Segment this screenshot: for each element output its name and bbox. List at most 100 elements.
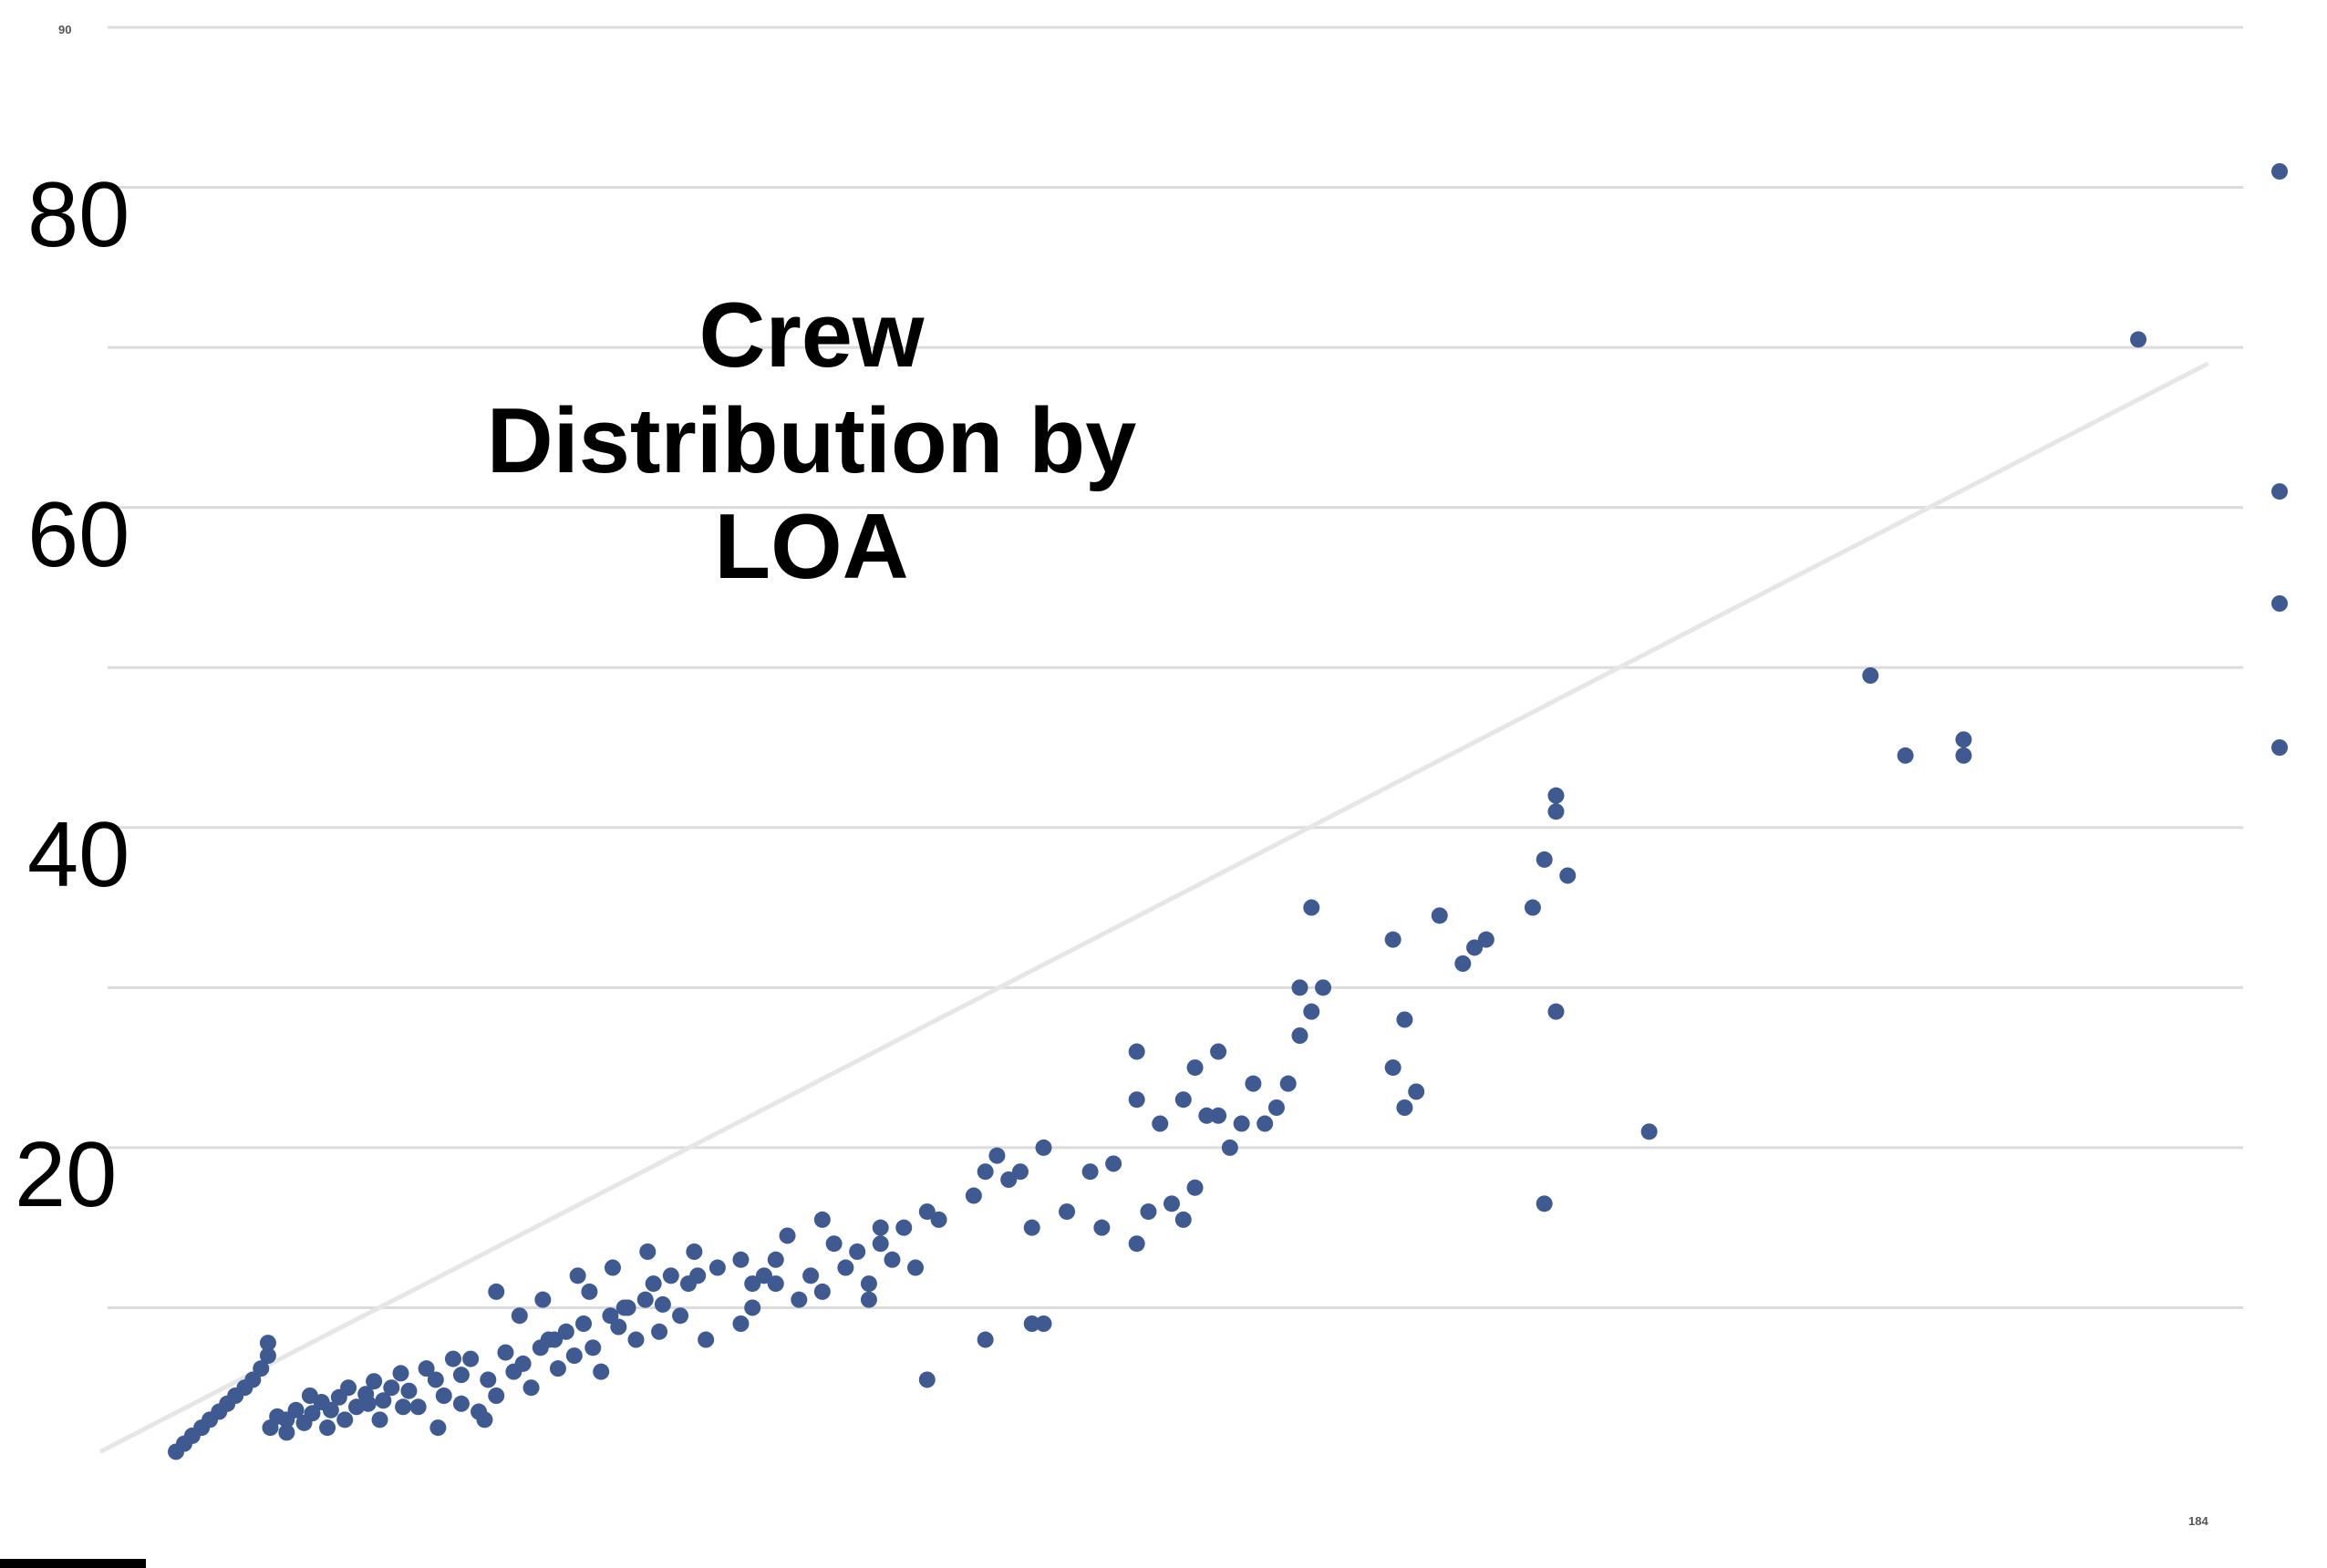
chart-title-line-2: Distribution by <box>486 390 1137 493</box>
data-point <box>1303 1003 1320 1020</box>
data-point <box>1105 1155 1122 1172</box>
data-point <box>802 1267 820 1284</box>
data-point <box>488 1283 505 1300</box>
data-point <box>662 1267 679 1284</box>
data-point <box>977 1163 994 1181</box>
data-point <box>534 1291 552 1308</box>
data-point <box>1174 1091 1192 1109</box>
data-point <box>278 1424 295 1441</box>
data-point <box>686 1243 703 1260</box>
x-axis-end-label: 184 <box>2188 1514 2208 1528</box>
data-point <box>744 1275 761 1293</box>
data-point <box>304 1405 321 1422</box>
data-point <box>429 1419 447 1437</box>
data-point <box>627 1331 645 1348</box>
data-point <box>1023 1219 1040 1236</box>
data-point <box>1303 899 1320 916</box>
data-point <box>767 1275 784 1293</box>
data-point <box>375 1392 392 1409</box>
data-point <box>371 1411 388 1429</box>
data-point <box>366 1373 383 1390</box>
data-point <box>435 1387 452 1404</box>
data-point <box>1128 1091 1145 1109</box>
data-point <box>395 1398 412 1416</box>
data-point <box>654 1295 671 1313</box>
data-point <box>1245 1075 1262 1092</box>
data-point <box>860 1275 877 1293</box>
data-point <box>383 1379 400 1397</box>
data-point <box>1011 1163 1029 1181</box>
data-point <box>988 1147 1006 1164</box>
data-point <box>860 1291 877 1308</box>
data-point <box>1547 1003 1565 1020</box>
data-point <box>511 1307 528 1325</box>
data-point <box>930 1211 947 1228</box>
data-point <box>872 1219 889 1236</box>
data-point <box>1267 1099 1285 1116</box>
data-point <box>1547 787 1565 804</box>
y-axis-top-label: 90 <box>58 23 72 36</box>
data-point <box>1291 979 1308 996</box>
data-point <box>779 1227 796 1244</box>
trend-line <box>98 361 2209 1454</box>
data-point <box>418 1360 435 1377</box>
data-point <box>1454 955 1472 972</box>
y-tick-label-80: 80 <box>27 163 130 266</box>
data-point <box>615 1299 633 1316</box>
data-point <box>791 1291 808 1308</box>
data-point <box>549 1360 566 1377</box>
y-tick-label-40: 40 <box>27 803 130 906</box>
data-point <box>1536 851 1553 868</box>
chart-title-line-3: LOA <box>714 496 909 599</box>
data-point <box>569 1267 586 1284</box>
data-point <box>698 1331 715 1348</box>
data-point <box>1257 1115 1274 1132</box>
data-point <box>253 1360 270 1377</box>
data-point <box>1536 1195 1553 1212</box>
data-point <box>2271 483 2288 500</box>
data-point <box>1955 747 1972 764</box>
data-point <box>918 1203 936 1221</box>
data-point <box>480 1371 497 1388</box>
data-point <box>965 1187 982 1204</box>
data-point <box>259 1347 276 1365</box>
data-point <box>1291 1027 1308 1044</box>
data-point <box>732 1251 750 1268</box>
data-point <box>1955 731 1972 748</box>
data-point <box>392 1365 409 1382</box>
data-point <box>1862 667 1879 684</box>
data-point <box>301 1387 318 1404</box>
data-point <box>1081 1163 1099 1181</box>
data-point <box>565 1347 583 1365</box>
data-point <box>1279 1075 1297 1092</box>
data-point <box>1210 1107 1227 1124</box>
data-point <box>400 1382 418 1399</box>
data-point <box>1396 1011 1413 1028</box>
data-point <box>1140 1203 1157 1221</box>
data-point <box>884 1251 901 1268</box>
data-point <box>2130 331 2147 348</box>
data-point <box>813 1283 831 1300</box>
data-point <box>604 1259 621 1276</box>
data-point <box>1384 931 1401 948</box>
data-point <box>907 1259 925 1276</box>
data-point <box>1396 1099 1413 1116</box>
data-point <box>849 1243 866 1260</box>
data-point <box>546 1331 564 1348</box>
data-point <box>497 1344 514 1361</box>
data-point <box>918 1371 936 1388</box>
data-point <box>825 1235 843 1253</box>
data-point <box>359 1395 377 1412</box>
data-point <box>689 1267 707 1284</box>
data-point <box>584 1339 602 1357</box>
data-point <box>872 1235 889 1253</box>
data-point <box>755 1267 772 1284</box>
data-point <box>1035 1139 1052 1156</box>
data-point <box>287 1401 305 1418</box>
data-point <box>427 1371 444 1388</box>
data-point <box>575 1315 593 1332</box>
data-point <box>1559 867 1577 884</box>
data-point <box>1035 1315 1052 1332</box>
data-point <box>1128 1043 1145 1060</box>
